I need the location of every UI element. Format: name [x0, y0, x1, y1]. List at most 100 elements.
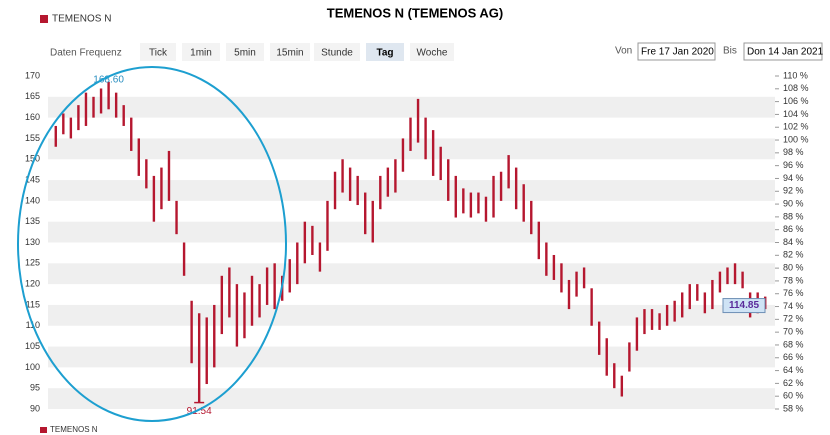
price-bar: [635, 317, 639, 351]
to-input[interactable]: [743, 42, 823, 61]
price-bar: [416, 98, 420, 143]
price-bar: [182, 242, 186, 276]
toolbar-button[interactable]: [410, 43, 454, 61]
price-bar: [567, 279, 571, 310]
price-bar: [597, 321, 601, 355]
price-bar: [167, 150, 171, 201]
legend-swatch: [40, 15, 48, 23]
price-bar: [356, 175, 359, 206]
price-bar: [190, 300, 193, 364]
price-bar: [62, 113, 65, 135]
price-bar: [681, 292, 684, 318]
y-tick-label: 100: [25, 362, 40, 372]
from-date[interactable]: Fre 17 Jan 2020: [641, 47, 714, 58]
bottom-legend-label: TEMENOS N: [50, 425, 98, 434]
toolbar-button-label[interactable]: 15min: [276, 48, 303, 59]
y2-tick-label: 62 %: [783, 378, 804, 388]
grid-band: [48, 180, 775, 201]
grid-band: [48, 96, 775, 118]
y2-tick-label: 96 %: [783, 160, 804, 170]
price-bar: [77, 105, 80, 131]
y2-tick-label: 84 %: [783, 237, 804, 247]
price-bar: [303, 221, 307, 264]
y-tick-label: 90: [30, 403, 40, 413]
y2-tick-label: 110 %: [783, 70, 808, 80]
toolbar-button[interactable]: [182, 43, 220, 61]
price-bar: [530, 200, 533, 235]
price-bar: [454, 175, 457, 218]
toolbar-button-label[interactable]: Tick: [149, 48, 168, 59]
price-bar: [130, 117, 133, 151]
toolbar-button-label[interactable]: 1min: [190, 48, 212, 59]
price-bar: [84, 92, 88, 126]
y2-tick-label: 86 %: [783, 224, 804, 234]
low-annotation: 91.54: [187, 406, 212, 417]
price-bar: [258, 284, 261, 318]
y2-tick-label: 60 %: [783, 391, 804, 401]
toolbar-button-label[interactable]: 5min: [234, 48, 256, 59]
y2-tick-label: 90 %: [783, 198, 804, 208]
y-tick-label: 140: [25, 195, 40, 205]
price-bar: [552, 254, 556, 280]
toolbar-button[interactable]: [314, 43, 360, 61]
price-bar: [175, 200, 178, 235]
price-bar: [507, 155, 510, 189]
price-bar: [341, 159, 344, 193]
y2-tick-label: 100 %: [783, 134, 809, 144]
price-bar: [265, 267, 269, 305]
price-bar: [477, 192, 480, 214]
y2-tick-label: 76 %: [783, 288, 804, 298]
price-bar: [326, 200, 329, 251]
price-bar: [235, 284, 239, 347]
from-input[interactable]: [637, 42, 716, 61]
price-bar: [311, 225, 314, 255]
price-bar: [665, 304, 669, 326]
toolbar-button-label[interactable]: Tag: [376, 48, 393, 59]
y2-tick-label: 66 %: [783, 352, 804, 362]
grid-band: [48, 263, 775, 285]
toolbar-label: Daten Frequenz: [50, 48, 122, 59]
y-tick-label: 145: [25, 174, 40, 184]
to-date[interactable]: Don 14 Jan 2021: [747, 47, 824, 58]
toolbar-button[interactable]: [366, 43, 404, 61]
price-bar: [522, 184, 525, 222]
price-bar: [741, 271, 744, 289]
y2-tick-label: 108 %: [783, 83, 809, 93]
toolbar-button-label[interactable]: Woche: [417, 48, 448, 59]
price-bar: [364, 192, 367, 235]
price-bar: [213, 304, 216, 368]
legend-label: TEMENOS N: [52, 14, 111, 25]
y2-tick-label: 72 %: [783, 314, 804, 324]
high-annotation: 168.60: [93, 74, 124, 85]
price-bar: [228, 267, 231, 318]
y-tick-label: 130: [25, 237, 40, 247]
price-bar: [514, 167, 518, 210]
bottom-legend-swatch: [40, 427, 47, 433]
grid-band: [48, 221, 775, 243]
price-bar: [401, 138, 405, 172]
toolbar-button-label[interactable]: Stunde: [321, 48, 353, 59]
price-bar: [137, 138, 140, 176]
price-bar: [394, 159, 397, 193]
y2-tick-label: 92 %: [783, 186, 804, 196]
y2-tick-label: 82 %: [783, 250, 804, 260]
y-tick-label: 135: [25, 216, 40, 226]
price-bar: [348, 167, 352, 201]
y2-tick-label: 98 %: [783, 147, 804, 157]
price-bar: [462, 188, 465, 214]
y-tick-label: 155: [25, 133, 40, 143]
y2-tick-label: 70 %: [783, 327, 804, 337]
y2-tick-label: 64 %: [783, 365, 804, 375]
price-bar: [431, 130, 435, 176]
y2-tick-label: 88 %: [783, 211, 804, 221]
toolbar-button[interactable]: [140, 43, 176, 61]
toolbar-button[interactable]: [226, 43, 264, 61]
toolbar-button[interactable]: [270, 43, 310, 61]
y-tick-label: 125: [25, 258, 40, 268]
price-bar: [333, 171, 337, 210]
price-bar: [92, 96, 95, 118]
price-bar: [658, 313, 661, 330]
price-bar: [650, 309, 654, 330]
y2-tick-label: 94 %: [783, 173, 804, 183]
price-bar: [424, 117, 427, 160]
